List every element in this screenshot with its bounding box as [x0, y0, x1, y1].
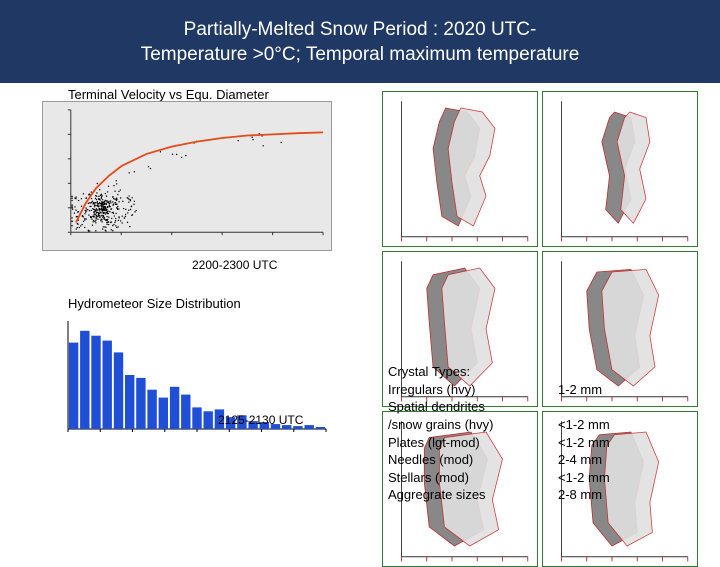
crystal-size: 1-2 mm: [558, 381, 616, 399]
histogram-time: 2125-2130 UTC: [218, 413, 303, 427]
histogram-title: Hydrometeor Size Distribution: [68, 296, 241, 311]
header-line2: Temperature >0°C; Temporal maximum tempe…: [141, 44, 580, 65]
crystal-title: Crystal Types:: [388, 363, 616, 381]
crystal-name: Aggregrate sizes: [388, 486, 558, 504]
crystal-name: Irregulars (hvy): [388, 381, 558, 399]
crystal-name: Stellars (mod): [388, 469, 558, 487]
crystal-name: Spatial dendrites: [388, 398, 558, 416]
crystal-row: Plates (lgt-mod)<1-2 mm: [388, 434, 616, 452]
spectra-grid: [382, 91, 698, 341]
scatter-title: Terminal Velocity vs Equ. Diameter: [68, 87, 269, 102]
header-line1: Partially-Melted Snow Period : 2020 UTC-: [184, 19, 537, 40]
slide-header: Partially-Melted Snow Period : 2020 UTC-…: [0, 0, 720, 83]
crystal-row: /snow grains (hvy)<1-2 mm: [388, 416, 616, 434]
crystal-types-block: Crystal Types: Irregulars (hvy)1-2 mmSpa…: [388, 363, 616, 503]
crystal-name: Plates (lgt-mod): [388, 434, 558, 452]
crystal-row: Irregulars (hvy)1-2 mm: [388, 381, 616, 399]
crystal-name: /snow grains (hvy): [388, 416, 558, 434]
crystal-size: [558, 398, 616, 416]
content-area: Terminal Velocity vs Equ. Diameter 2200-…: [0, 83, 720, 529]
crystal-size: <1-2 mm: [558, 469, 616, 487]
scatter-time: 2200-2300 UTC: [192, 258, 277, 272]
crystal-row: Spatial dendrites: [388, 398, 616, 416]
crystal-size: <1-2 mm: [558, 434, 616, 452]
crystal-size: 2-4 mm: [558, 451, 616, 469]
crystal-name: Needles (mod): [388, 451, 558, 469]
crystal-row: Stellars (mod)<1-2 mm: [388, 469, 616, 487]
crystal-table: Irregulars (hvy)1-2 mmSpatial dendrites/…: [388, 381, 616, 504]
crystal-row: Needles (mod)2-4 mm: [388, 451, 616, 469]
spectra-panel: [382, 91, 538, 247]
scatter-chart: [42, 101, 332, 251]
crystal-size: 2-8 mm: [558, 486, 616, 504]
crystal-row: Aggregrate sizes2-8 mm: [388, 486, 616, 504]
crystal-size: <1-2 mm: [558, 416, 616, 434]
spectra-panel: [542, 91, 698, 247]
